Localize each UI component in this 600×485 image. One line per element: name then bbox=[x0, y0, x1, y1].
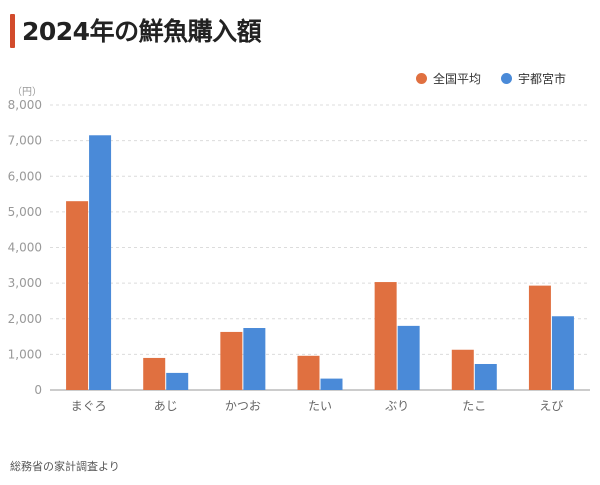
y-tick-label: 5,000 bbox=[8, 205, 42, 219]
bar-national bbox=[220, 331, 243, 390]
legend-swatch-national bbox=[415, 73, 427, 84]
bar-utsunomiya bbox=[551, 316, 574, 390]
x-tick-label: かつお bbox=[225, 399, 261, 413]
chart-title: 2024年の鮮魚購入額 bbox=[22, 17, 262, 46]
bar-utsunomiya bbox=[397, 325, 420, 390]
bar-national bbox=[143, 357, 166, 390]
legend-item-utsunomiya: 宇都宮市 bbox=[500, 70, 566, 87]
bar-utsunomiya bbox=[166, 372, 189, 390]
title-accent-bar bbox=[10, 14, 15, 48]
source-note: 総務省の家計調査より bbox=[10, 460, 120, 473]
y-tick-label: 1,000 bbox=[8, 347, 42, 361]
legend-label-utsunomiya: 宇都宮市 bbox=[517, 72, 566, 86]
legend-swatch-utsunomiya bbox=[500, 73, 512, 84]
y-tick-label: 0 bbox=[34, 383, 42, 397]
y-axis-unit-label: （円） bbox=[12, 87, 42, 98]
y-tick-label: 4,000 bbox=[8, 241, 42, 255]
x-tick-label: まぐろ bbox=[71, 399, 107, 413]
y-tick-label: 3,000 bbox=[8, 276, 42, 290]
bar-national bbox=[451, 349, 474, 390]
bar-utsunomiya bbox=[474, 363, 497, 390]
bar-national bbox=[528, 285, 551, 390]
x-tick-label: あじ bbox=[154, 399, 178, 413]
bar-national bbox=[297, 355, 320, 390]
x-tick-label: たい bbox=[308, 399, 332, 413]
bar-national bbox=[66, 201, 89, 390]
bar-utsunomiya bbox=[320, 378, 343, 390]
y-tick-label: 2,000 bbox=[8, 312, 42, 326]
bar-national bbox=[374, 282, 397, 390]
bar-utsunomiya bbox=[243, 328, 266, 390]
bar-utsunomiya bbox=[89, 135, 112, 390]
y-tick-label: 7,000 bbox=[8, 134, 42, 148]
x-tick-label: たこ bbox=[462, 399, 486, 413]
x-tick-label: ぶり bbox=[385, 399, 409, 413]
legend-label-national: 全国平均 bbox=[432, 72, 481, 86]
legend-item-national: 全国平均 bbox=[415, 70, 481, 87]
legend: 全国平均 宇都宮市 bbox=[415, 70, 566, 87]
x-tick-label: えび bbox=[539, 399, 563, 413]
y-tick-label: 8,000 bbox=[8, 98, 42, 112]
y-tick-label: 6,000 bbox=[8, 169, 42, 183]
